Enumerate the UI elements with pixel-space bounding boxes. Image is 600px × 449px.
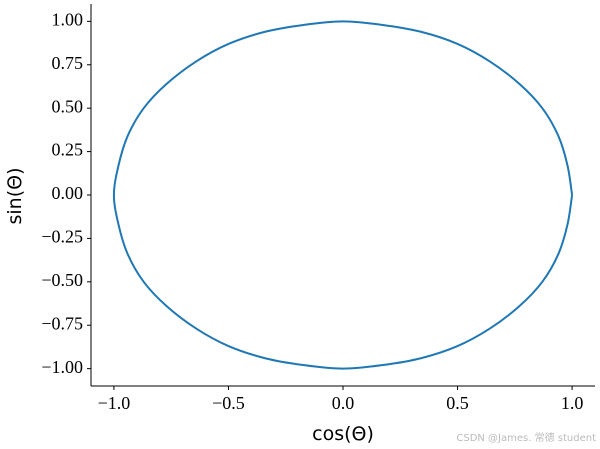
y-tick-label: 1.00: [52, 9, 84, 29]
y-tick-label: −0.75: [41, 313, 83, 333]
y-tick-label: −0.25: [41, 227, 83, 247]
y-tick-label: 0.50: [52, 96, 84, 116]
y-tick-label: −0.50: [41, 270, 83, 290]
x-tick-label: 0.0: [332, 393, 355, 413]
x-tick-label: 0.5: [446, 393, 469, 413]
data-line: [112, 20, 574, 370]
x-tick-label: 1.0: [561, 393, 584, 413]
x-tick-label: −0.5: [212, 393, 245, 413]
y-axis-label: sin(Θ): [4, 168, 26, 225]
y-tick-label: 0.25: [52, 140, 84, 160]
y-tick-label: 0.00: [52, 183, 84, 203]
x-axis-label: cos(Θ): [312, 423, 374, 445]
x-tick-label: −1.0: [98, 393, 131, 413]
y-tick-label: 0.75: [52, 53, 84, 73]
y-tick-label: −1.00: [41, 357, 83, 377]
watermark: CSDN @James. 常德 student: [456, 431, 596, 444]
